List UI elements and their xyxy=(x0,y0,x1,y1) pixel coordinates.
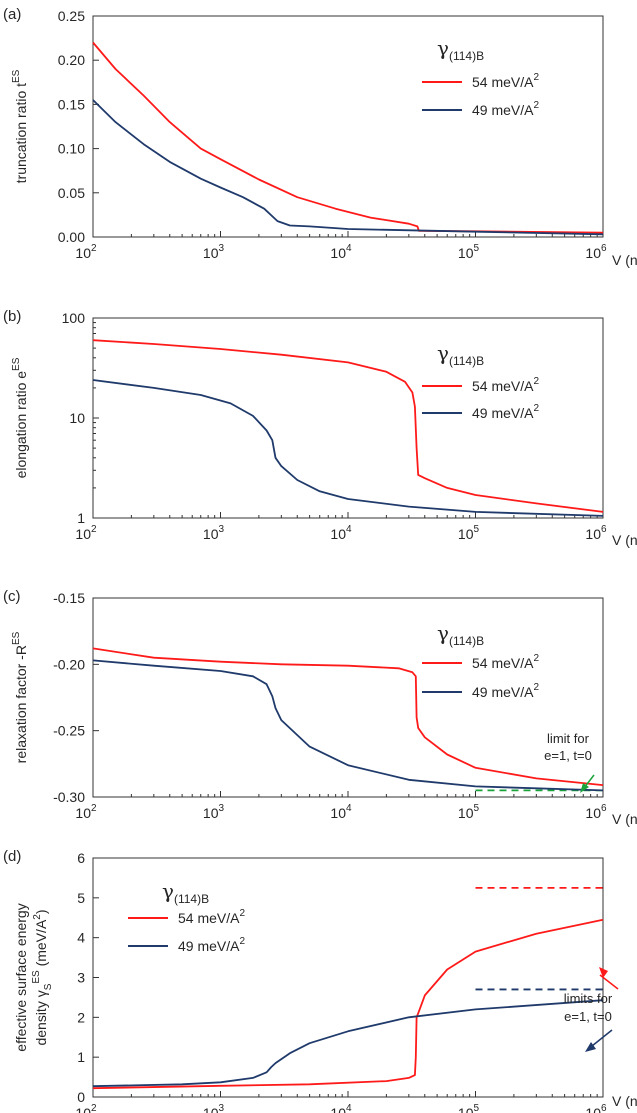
x-tick-label: 102 xyxy=(75,524,97,542)
panel-label: (c) xyxy=(3,588,21,605)
x-tick-label: 105 xyxy=(458,524,480,542)
y-axis-label-line2: density γSES (meV/A2) xyxy=(31,909,54,1045)
x-tick-label: 102 xyxy=(75,803,97,821)
y-tick-label: 0.05 xyxy=(58,185,85,201)
x-axis-label: V (nm3) xyxy=(612,530,637,548)
y-tick-label: 10 xyxy=(69,410,85,426)
x-axis-label: V (nm3) xyxy=(612,250,637,268)
legend-label: 54 meV/A2 xyxy=(472,376,539,394)
y-axis-label: relaxation factor -RES xyxy=(11,631,29,763)
x-axis-label: V (nm3) xyxy=(612,809,637,827)
legend-title: γ(114)B xyxy=(162,879,209,906)
legend-title: γ(114)B xyxy=(437,341,484,368)
plot-frame xyxy=(92,15,604,238)
x-tick-label: 104 xyxy=(330,1103,352,1113)
arrow-head xyxy=(599,967,608,978)
y-tick-label: 0.25 xyxy=(58,8,85,24)
series-line xyxy=(92,918,604,1090)
y-tick-label: 4 xyxy=(77,930,85,946)
x-tick-label: 106 xyxy=(585,243,607,261)
legend-title: γ(114)B xyxy=(437,621,484,648)
legend-label: 49 meV/A2 xyxy=(472,403,539,421)
series-line xyxy=(92,379,604,517)
legend-title: γ(114)B xyxy=(437,36,484,63)
y-axis-label: elongation ratio eES xyxy=(11,357,29,478)
x-tick-label: 103 xyxy=(203,1103,225,1113)
series-line xyxy=(92,647,604,786)
y-tick-label: 100 xyxy=(62,310,86,326)
x-tick-label: 105 xyxy=(458,803,480,821)
y-tick-label: -0.20 xyxy=(53,656,85,672)
x-tick-label: 103 xyxy=(203,803,225,821)
y-tick-label: 0.00 xyxy=(58,229,85,245)
y-tick-label: 0.20 xyxy=(58,52,85,68)
y-axis-label: effective surface energy xyxy=(13,903,29,1051)
y-tick-label: -0.15 xyxy=(53,590,85,606)
series-line xyxy=(92,41,604,234)
x-tick-label: 105 xyxy=(458,1103,480,1113)
series-line xyxy=(92,659,604,792)
y-tick-label: 5 xyxy=(77,890,85,906)
annotation-text: limits for xyxy=(564,991,613,1006)
series-line xyxy=(92,99,604,236)
arrow-head xyxy=(585,1042,596,1052)
y-tick-label: 0 xyxy=(77,1089,85,1105)
panel-label: (a) xyxy=(3,6,21,23)
y-tick-label: 2 xyxy=(77,1009,85,1025)
x-tick-label: 104 xyxy=(330,803,352,821)
legend-label: 54 meV/A2 xyxy=(472,72,539,90)
x-tick-label: 105 xyxy=(458,243,480,261)
x-tick-label: 106 xyxy=(585,803,607,821)
annotation-arrow xyxy=(591,1029,613,1047)
x-tick-label: 104 xyxy=(330,524,352,542)
panel-1: 102 103 104 105 106 0.00 0.05 0.10 0.15 0.20 0.25 V… xyxy=(3,6,637,268)
legend-label: 49 meV/A2 xyxy=(472,100,539,118)
legend-label: 54 meV/A2 xyxy=(178,908,245,926)
y-tick-label: -0.30 xyxy=(53,789,85,805)
y-tick-label: 3 xyxy=(77,970,85,986)
x-tick-label: 106 xyxy=(585,524,607,542)
y-axis-label: truncation ratio tES xyxy=(11,69,29,183)
y-tick-label: 1 xyxy=(77,510,85,526)
series-line xyxy=(92,339,604,513)
y-tick-label: 0.15 xyxy=(58,96,85,112)
panel-4: 102 103 104 105 106 0 1 2 3 4 5 6 V (nm3) (d) effectiv… xyxy=(3,848,637,1113)
x-axis-label: V (nm3) xyxy=(612,1091,637,1109)
x-tick-label: 106 xyxy=(585,1103,607,1113)
y-tick-label: 0.10 xyxy=(58,141,85,157)
panel-label: (d) xyxy=(3,848,21,865)
y-tick-label: -0.25 xyxy=(53,723,85,739)
annotation-text: e=1, t=0 xyxy=(544,748,592,763)
arrow-head xyxy=(580,783,589,793)
x-tick-label: 103 xyxy=(203,243,225,261)
y-tick-label: 1 xyxy=(77,1049,85,1065)
series-line xyxy=(92,999,604,1088)
x-tick-label: 102 xyxy=(75,1103,97,1113)
x-tick-label: 102 xyxy=(75,243,97,261)
panel-label: (b) xyxy=(3,308,21,325)
annotation-text: e=1, t=0 xyxy=(564,1009,612,1024)
x-tick-label: 104 xyxy=(330,243,352,261)
legend-label: 49 meV/A2 xyxy=(178,936,245,954)
panel-3: 102 103 104 105 106 -0.30 -0.25 -0.20 -0.15 V (nm… xyxy=(3,588,637,827)
y-tick-label: 6 xyxy=(77,850,85,866)
annotation-text: limit for xyxy=(547,731,590,746)
legend-label: 54 meV/A2 xyxy=(472,653,539,671)
panel-2: 102 103 104 105 106 1 10 100 V (nm3) (b) elongatio… xyxy=(3,308,637,548)
x-tick-label: 103 xyxy=(203,524,225,542)
legend-label: 49 meV/A2 xyxy=(472,682,539,700)
